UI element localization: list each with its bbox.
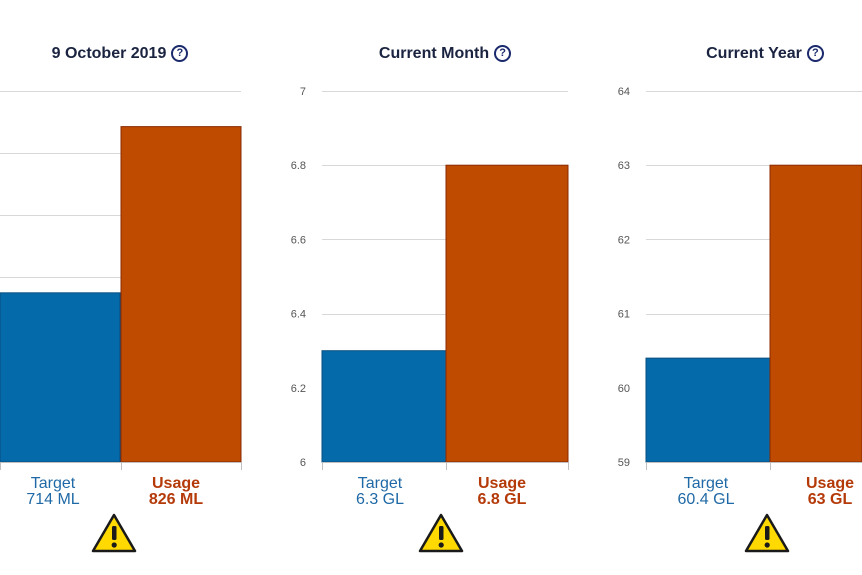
y-tick-label: 6.6: [291, 234, 306, 246]
y-tick-label: 6.8: [291, 160, 306, 172]
chart-title-year: Current Year?: [645, 42, 862, 66]
chart-plot-year: 59 60 61 62 63 64: [618, 86, 862, 470]
target-category: Target: [30, 475, 76, 492]
chart-panel-day: 9 October 2019? Target 714 ML Usage 826 …: [0, 0, 260, 575]
y-tick-label: 63: [618, 160, 630, 172]
y-tick-label: 59: [618, 457, 630, 469]
help-icon[interactable]: ?: [806, 45, 824, 62]
chart-title-month: Current Month?: [322, 42, 568, 66]
y-tick-label: 62: [618, 234, 630, 246]
chart-plot-day: [0, 91, 242, 470]
usage-value: 6.8 GL: [477, 491, 527, 508]
bar-usage: [120, 126, 242, 463]
target-value: 60.4 GL: [677, 491, 735, 508]
chart-title-text: 9 October 2019: [51, 45, 167, 62]
y-tick-label: 60: [618, 383, 630, 395]
target-label: Target 6.3 GL: [320, 476, 440, 508]
bar-target: [645, 357, 771, 463]
y-tick-label: 7: [300, 86, 306, 98]
y-tick-label: 64: [618, 86, 630, 98]
y-tick-label: 6.2: [291, 383, 306, 395]
target-label: Target 60.4 GL: [646, 476, 766, 508]
usage-value: 826 ML: [148, 491, 204, 508]
target-category: Target: [357, 475, 403, 492]
chart-title-text: Current Month: [378, 45, 490, 62]
y-tick-label: 61: [618, 309, 630, 321]
y-tick-label: 6: [300, 457, 306, 469]
help-icon[interactable]: ?: [171, 45, 189, 62]
warning-icon: [418, 513, 464, 553]
target-value: 6.3 GL: [355, 491, 405, 508]
chart-panel-year: 59 60 61 62 63 64 Current Year? Target 60.4 G…: [610, 0, 862, 575]
chart-panel-month: 6 6.2 6.4 6.6 6.8 7 Current Month? Target 6.3…: [284, 0, 574, 575]
target-category: Target: [683, 475, 729, 492]
chart-title-day: 9 October 2019?: [0, 42, 240, 66]
bar-usage: [445, 164, 569, 463]
chart-plot-month: 6 6.2 6.4 6.6 6.8 7: [291, 86, 569, 470]
usage-category: Usage: [805, 475, 855, 492]
bar-target: [321, 350, 447, 463]
usage-value: 63 GL: [807, 491, 853, 508]
target-label: Target 714 ML: [0, 476, 113, 508]
help-icon[interactable]: ?: [494, 45, 512, 62]
usage-label: Usage 63 GL: [800, 476, 862, 508]
bar-target: [0, 292, 121, 463]
y-tick-label: 6.4: [291, 309, 306, 321]
usage-category: Usage: [477, 475, 527, 492]
warning-icon: [744, 513, 790, 553]
bar-usage: [769, 164, 862, 463]
target-value: 714 ML: [26, 491, 80, 508]
warning-icon: [91, 513, 137, 553]
usage-label: Usage 826 ML: [116, 476, 236, 508]
usage-label: Usage 6.8 GL: [442, 476, 562, 508]
chart-title-text: Current Year: [706, 45, 802, 62]
usage-category: Usage: [151, 475, 201, 492]
